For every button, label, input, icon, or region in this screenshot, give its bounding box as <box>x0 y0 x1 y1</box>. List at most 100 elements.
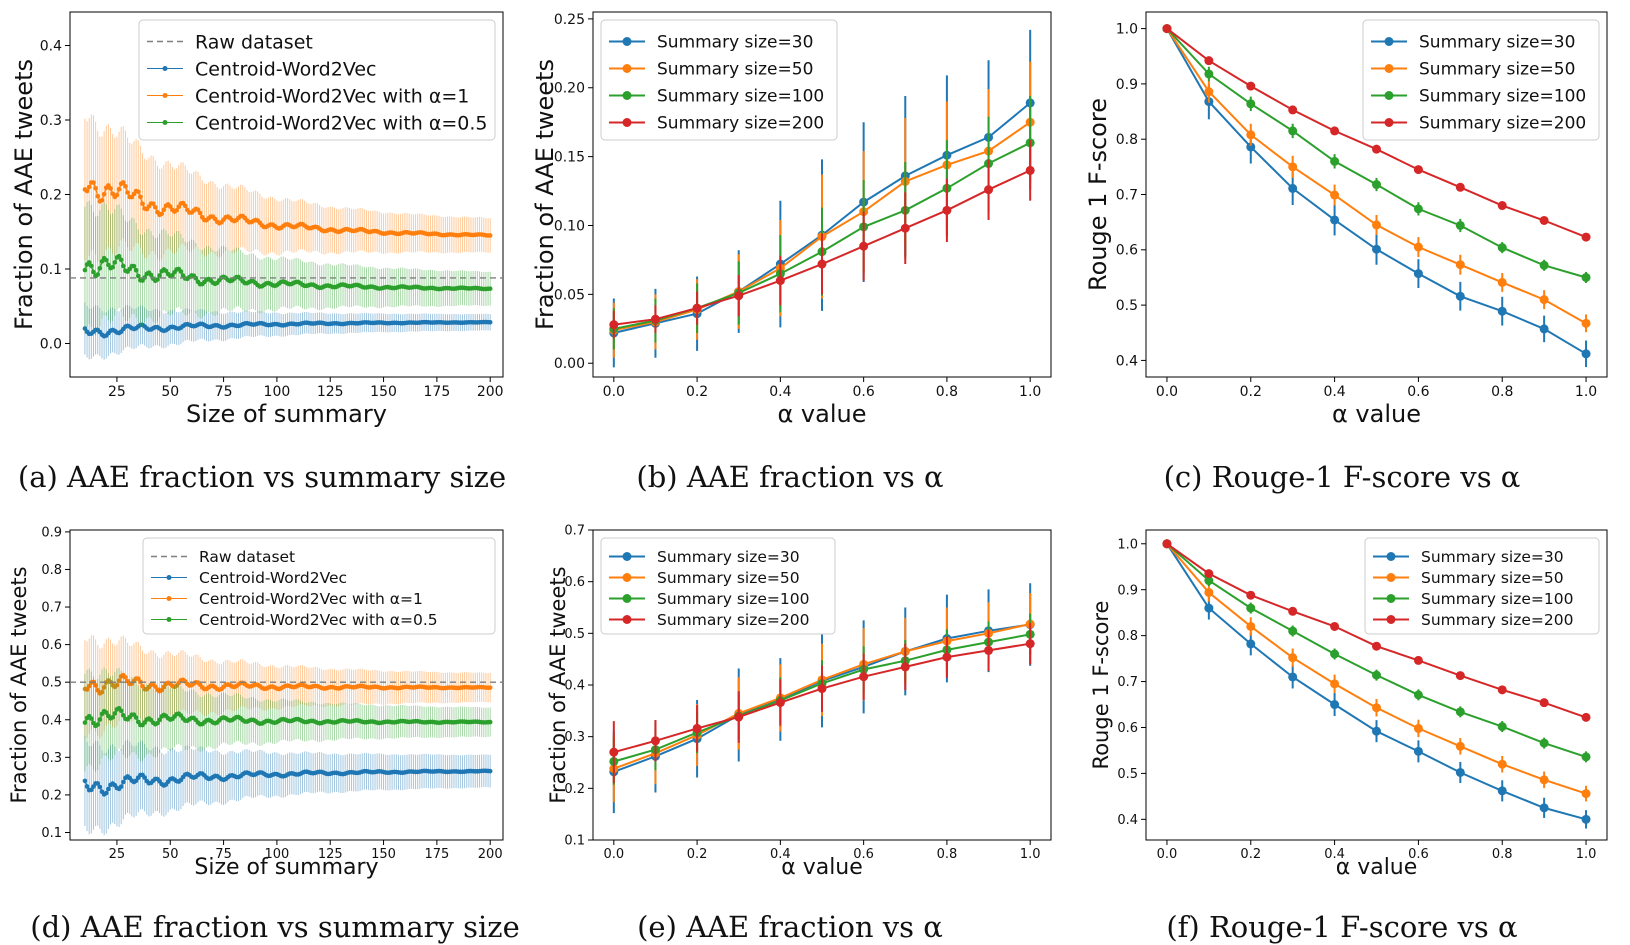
caption: (e) AAE fraction vs α <box>637 910 943 944</box>
legend-label: Summary size=50 <box>1419 60 1575 80</box>
x-tick-label: 0.0 <box>603 384 625 400</box>
data-point <box>1204 604 1213 613</box>
data-point <box>942 653 951 662</box>
data-point <box>1246 639 1255 648</box>
legend-marker <box>167 575 172 580</box>
data-point <box>818 260 827 269</box>
data-point <box>1246 622 1255 631</box>
legend-label: Summary size=200 <box>657 114 824 134</box>
x-tick-label: 125 <box>317 384 344 400</box>
data-point <box>1540 295 1549 304</box>
data-point <box>1582 789 1591 798</box>
caption: (c) Rouge-1 F-score vs α <box>1164 460 1521 494</box>
x-tick-label: 0.2 <box>687 847 708 862</box>
data-point <box>1026 166 1035 175</box>
legend-label: Summary size=100 <box>1421 590 1573 608</box>
caption: (a) AAE fraction vs summary size <box>18 460 506 494</box>
data-point <box>734 291 743 300</box>
legend-marker <box>1385 64 1394 73</box>
data-point <box>1540 698 1549 707</box>
legend-label: Centroid-Word2Vec with α=1 <box>199 590 423 608</box>
data-point <box>1204 56 1213 65</box>
y-tick-label: 0.3 <box>41 751 62 766</box>
legend-label: Summary size=100 <box>657 87 824 107</box>
y-tick-label: 0.1 <box>41 826 62 841</box>
data-point <box>901 224 910 233</box>
legend-label: Summary size=200 <box>657 611 809 629</box>
legend-marker <box>1387 615 1396 624</box>
legend-label: Raw dataset <box>195 31 313 53</box>
y-tick-label: 0.2 <box>40 187 62 203</box>
x-tick-label: 175 <box>424 384 451 400</box>
data-point <box>1456 221 1465 230</box>
data-point <box>651 315 660 324</box>
data-point <box>859 242 868 251</box>
x-tick-label: 0.6 <box>853 384 875 400</box>
panel-c: 0.0 0.2 0.4 0.6 0.8 1.00.40.50.60.70.80.91.0α… <box>1084 12 1607 494</box>
y-tick-label: 0.1 <box>564 834 585 849</box>
x-tick-label: 100 <box>264 384 291 400</box>
x-tick-label: 50 <box>162 847 179 862</box>
data-point <box>734 713 743 722</box>
legend-marker <box>1385 118 1394 127</box>
panel-b: 0.0 0.2 0.4 0.6 0.8 1.00.000.050.100.150.200.… <box>531 12 1051 494</box>
y-tick-label: 0.6 <box>1116 243 1138 259</box>
data-point <box>1372 671 1381 680</box>
data-point <box>1330 622 1339 631</box>
data-point <box>1498 685 1507 694</box>
data-point <box>776 698 785 707</box>
data-point <box>1414 243 1423 252</box>
legend: Raw dataset Centroid-Word2Vec Centroid-Wor… <box>139 20 495 140</box>
data-point <box>984 646 993 655</box>
data-point <box>1582 349 1591 358</box>
data-point <box>1498 722 1507 731</box>
y-tick-label: 0.4 <box>40 38 62 54</box>
legend-marker <box>623 118 632 127</box>
data-point <box>859 672 868 681</box>
y-tick-label: 0.9 <box>1116 77 1138 93</box>
x-tick-label: 200 <box>478 847 503 862</box>
y-tick-label: 0.25 <box>554 12 585 28</box>
legend-marker <box>1387 552 1396 561</box>
legend-label: Summary size=30 <box>657 548 800 566</box>
x-axis-label: α value <box>1336 855 1418 880</box>
data-point <box>1204 588 1213 597</box>
data-point <box>1582 319 1591 328</box>
y-axis-label: Fraction of AAE tweets <box>546 566 570 803</box>
panel-e: 0.0 0.2 0.4 0.6 0.8 1.00.10.20.30.40.50.60.7α… <box>546 524 1051 944</box>
data-point <box>776 276 785 285</box>
data-point <box>693 304 702 313</box>
data-point <box>609 748 618 757</box>
legend-label: Centroid-Word2Vec <box>195 58 376 80</box>
data-point <box>1498 201 1507 210</box>
x-tick-label: 200 <box>477 384 504 400</box>
data-point <box>1456 183 1465 192</box>
data-point <box>1372 703 1381 712</box>
series-blue <box>83 736 493 835</box>
legend-marker <box>623 615 632 624</box>
data-point <box>1414 724 1423 733</box>
x-tick-label: 0.8 <box>1492 847 1513 862</box>
data-point <box>1456 742 1465 751</box>
data-point <box>1204 69 1213 78</box>
legend-label: Summary size=100 <box>1419 87 1586 107</box>
x-tick-label: 0.6 <box>1407 384 1429 400</box>
legend-marker <box>163 93 168 98</box>
y-tick-label: 0.5 <box>1116 298 1138 314</box>
data-point <box>1330 157 1339 166</box>
y-tick-label: 0.6 <box>41 638 62 653</box>
legend-marker <box>1387 573 1396 582</box>
y-tick-label: 0.7 <box>564 524 585 539</box>
legend-label: Summary size=200 <box>1419 114 1586 134</box>
legend-label: Centroid-Word2Vec with α=0.5 <box>199 611 438 629</box>
legend: Summary size=30 Summary size=50 Summary si… <box>1363 20 1599 140</box>
series-blue <box>83 302 493 359</box>
legend: Raw dataset Centroid-Word2Vec Centroid-Wor… <box>143 538 495 634</box>
legend-marker <box>167 596 172 601</box>
data-point <box>942 206 951 215</box>
y-tick-label: 0.5 <box>1117 767 1138 782</box>
legend-marker <box>623 64 632 73</box>
y-axis-label: Fraction of AAE tweets <box>10 59 38 330</box>
y-tick-label: 0.8 <box>1117 629 1138 644</box>
data-point <box>1540 739 1549 748</box>
